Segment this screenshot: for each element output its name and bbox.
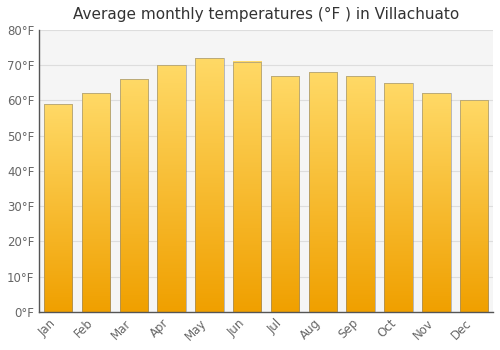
Bar [82, 93, 110, 312]
Bar [460, 100, 488, 312]
Bar [346, 76, 375, 312]
Bar [233, 62, 262, 312]
Bar [44, 104, 72, 312]
Title: Average monthly temperatures (°F ) in Villachuato: Average monthly temperatures (°F ) in Vi… [73, 7, 459, 22]
Bar [158, 65, 186, 312]
Bar [195, 58, 224, 312]
Bar [271, 76, 299, 312]
Bar [422, 93, 450, 312]
Bar [384, 83, 412, 312]
Bar [120, 79, 148, 312]
Bar [308, 72, 337, 312]
